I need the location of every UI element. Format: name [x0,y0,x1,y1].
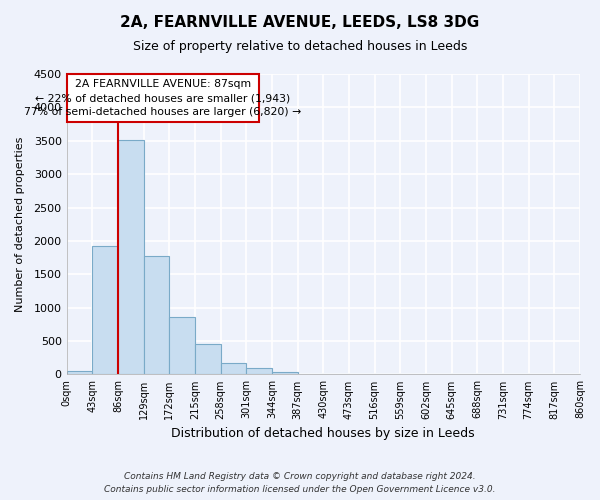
Bar [118,140,143,374]
Bar [221,362,246,374]
Bar [272,372,298,374]
Text: 2A FEARNVILLE AVENUE: 87sqm
← 22% of detached houses are smaller (1,943)
77% of : 2A FEARNVILLE AVENUE: 87sqm ← 22% of det… [24,79,301,117]
Y-axis label: Number of detached properties: Number of detached properties [15,136,25,312]
X-axis label: Distribution of detached houses by size in Leeds: Distribution of detached houses by size … [172,427,475,440]
Bar [246,368,272,374]
Bar [67,371,92,374]
Bar [92,246,118,374]
Text: 2A, FEARNVILLE AVENUE, LEEDS, LS8 3DG: 2A, FEARNVILLE AVENUE, LEEDS, LS8 3DG [121,15,479,30]
FancyBboxPatch shape [67,74,259,122]
Text: Size of property relative to detached houses in Leeds: Size of property relative to detached ho… [133,40,467,53]
Text: Contains HM Land Registry data © Crown copyright and database right 2024.
Contai: Contains HM Land Registry data © Crown c… [104,472,496,494]
Bar [169,317,195,374]
Bar [143,256,169,374]
Bar [195,344,221,374]
